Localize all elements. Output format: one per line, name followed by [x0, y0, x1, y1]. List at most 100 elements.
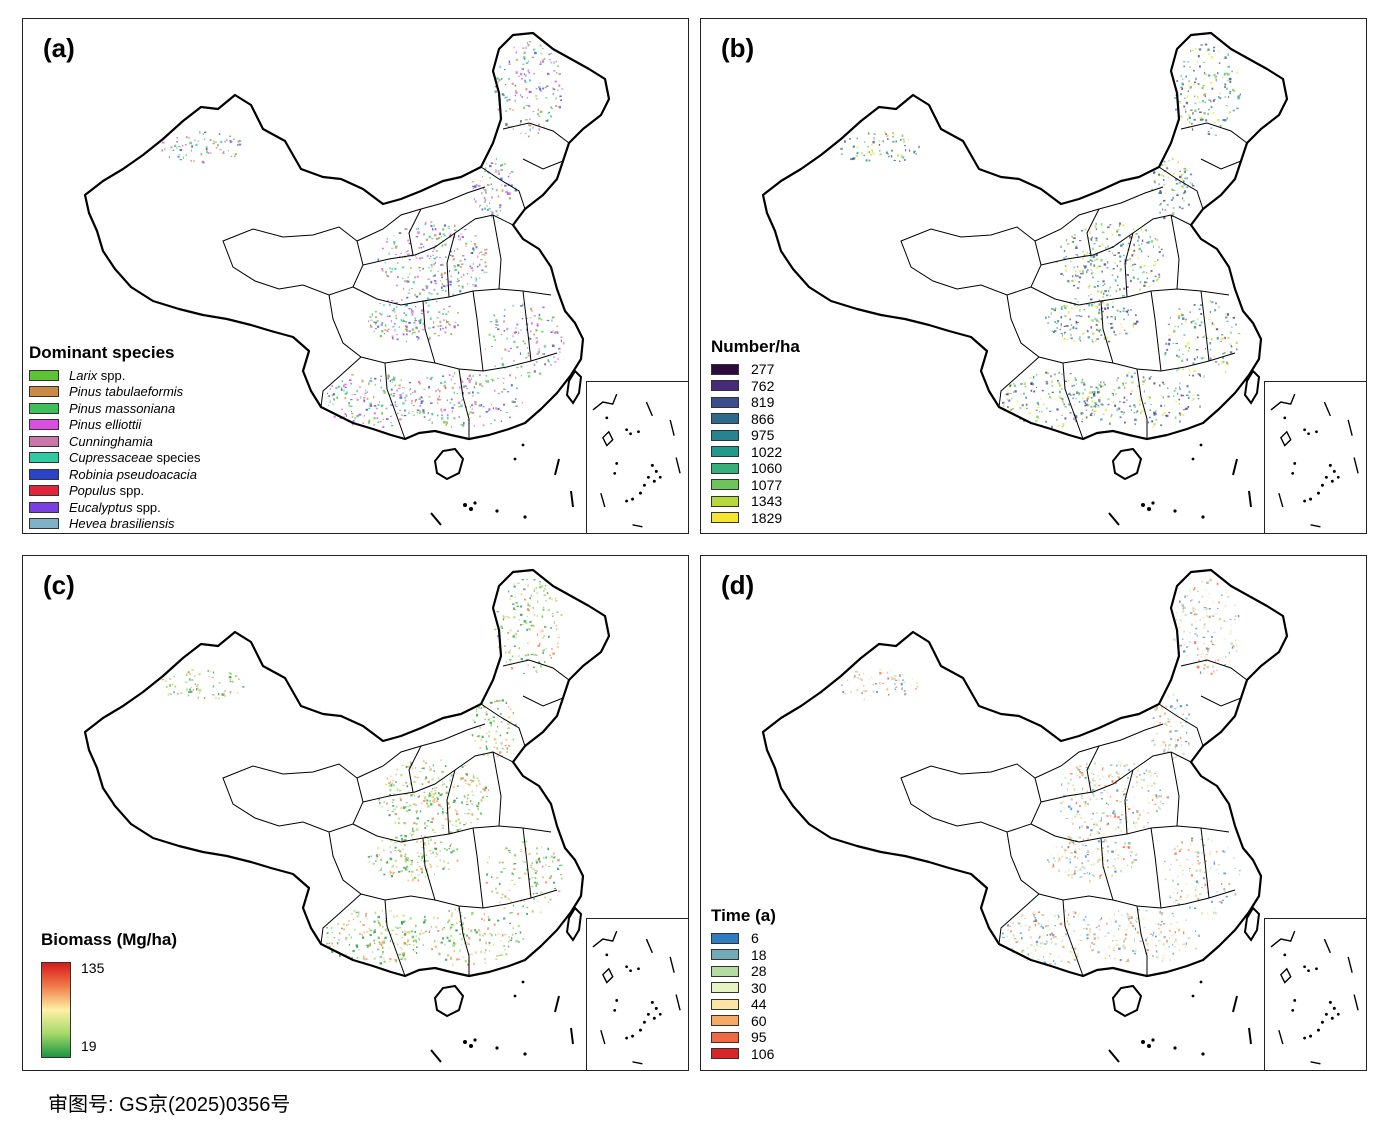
forest-pixel [1091, 340, 1094, 343]
forest-pixel [1186, 655, 1188, 657]
forest-pixel [412, 940, 415, 943]
forest-pixel [1182, 930, 1185, 933]
forest-pixel [548, 111, 550, 113]
forest-pixel [394, 403, 397, 407]
forest-pixel [1087, 782, 1089, 785]
forest-pixel [1122, 310, 1125, 312]
forest-pixel [489, 176, 491, 179]
forest-pixel [494, 389, 496, 392]
forest-pixel [1176, 892, 1179, 894]
forest-pixel [447, 807, 450, 809]
forest-pixel [524, 850, 526, 852]
forest-pixel [397, 276, 399, 279]
forest-pixel [1111, 392, 1114, 395]
forest-pixel [1173, 395, 1175, 397]
forest-pixel [1078, 836, 1081, 839]
forest-pixel [850, 691, 852, 694]
forest-pixel [535, 859, 538, 861]
forest-pixel [1086, 802, 1088, 805]
forest-pixel [1197, 862, 1200, 865]
forest-pixel [1069, 328, 1072, 330]
forest-pixel [197, 689, 200, 692]
forest-pixel [521, 579, 524, 581]
forest-pixel [475, 784, 478, 787]
forest-pixel [1086, 763, 1088, 765]
forest-pixel [1172, 952, 1174, 955]
forest-pixel [1122, 295, 1125, 297]
forest-pixel [412, 948, 414, 951]
forest-pixel [1057, 956, 1060, 958]
forest-pixel [1007, 928, 1009, 932]
forest-pixel [481, 735, 484, 738]
forest-pixel [430, 293, 433, 295]
forest-pixel [450, 915, 453, 918]
forest-pixel [1222, 850, 1225, 853]
forest-pixel [447, 862, 449, 864]
forest-pixel [350, 399, 353, 401]
forest-pixel [1076, 870, 1079, 873]
forest-pixel [350, 382, 353, 385]
forest-pixel [1164, 353, 1166, 356]
forest-pixel [1067, 960, 1070, 963]
forest-pixel [550, 61, 552, 64]
forest-pixel [420, 853, 422, 855]
forest-pixel [1228, 883, 1231, 885]
forest-pixel [494, 339, 496, 341]
forest-pixel [1101, 775, 1105, 778]
legend-item: Pinus tabulaeformis [29, 384, 201, 401]
forest-pixel [402, 392, 404, 394]
forest-pixel [411, 930, 414, 933]
forest-pixel [533, 72, 536, 75]
forest-pixel [1151, 799, 1154, 802]
forest-pixel [229, 135, 232, 137]
forest-pixel [1069, 373, 1072, 375]
forest-pixel [433, 257, 436, 260]
forest-pixel [1210, 106, 1213, 109]
forest-pixel [1061, 334, 1063, 337]
forest-pixel [197, 696, 199, 699]
forest-pixel [520, 329, 522, 331]
legend-item: 1060 [711, 460, 800, 477]
forest-pixel [1086, 854, 1089, 856]
forest-pixel [1074, 377, 1077, 379]
forest-pixel [1223, 352, 1226, 354]
forest-pixel [391, 929, 394, 931]
forest-pixel [856, 146, 859, 149]
forest-pixel [430, 838, 432, 841]
forest-pixel [503, 917, 506, 920]
forest-pixel [1191, 127, 1194, 129]
forest-pixel [513, 401, 516, 403]
forest-pixel [362, 924, 365, 926]
forest-pixel [1083, 254, 1086, 256]
forest-pixel [445, 791, 449, 795]
forest-pixel [863, 684, 865, 687]
forest-pixel [1074, 866, 1078, 868]
forest-pixel [1188, 742, 1190, 745]
forest-pixel [1090, 405, 1093, 408]
forest-pixel [504, 368, 506, 370]
forest-pixel [533, 614, 536, 616]
forest-pixel [1076, 391, 1079, 394]
forest-pixel [544, 588, 546, 590]
forest-pixel [426, 377, 429, 379]
forest-pixel [1023, 392, 1025, 395]
forest-pixel [1156, 732, 1158, 735]
forest-pixel [404, 952, 405, 955]
forest-pixel [515, 58, 518, 61]
forest-pixel [430, 269, 432, 272]
forest-pixel [403, 387, 406, 389]
forest-pixel [440, 759, 442, 762]
forest-pixel [1164, 860, 1166, 863]
forest-pixel [528, 893, 530, 895]
forest-pixel [1050, 397, 1052, 400]
forest-pixel [214, 141, 217, 143]
legend-swatch [29, 435, 59, 447]
forest-pixel [1098, 832, 1101, 834]
forest-pixel [507, 941, 510, 943]
forest-pixel [221, 693, 225, 696]
forest-pixel [414, 776, 417, 778]
forest-pixel [455, 812, 459, 816]
forest-pixel [1020, 383, 1023, 385]
forest-pixel [407, 292, 410, 294]
forest-pixel [913, 151, 916, 154]
